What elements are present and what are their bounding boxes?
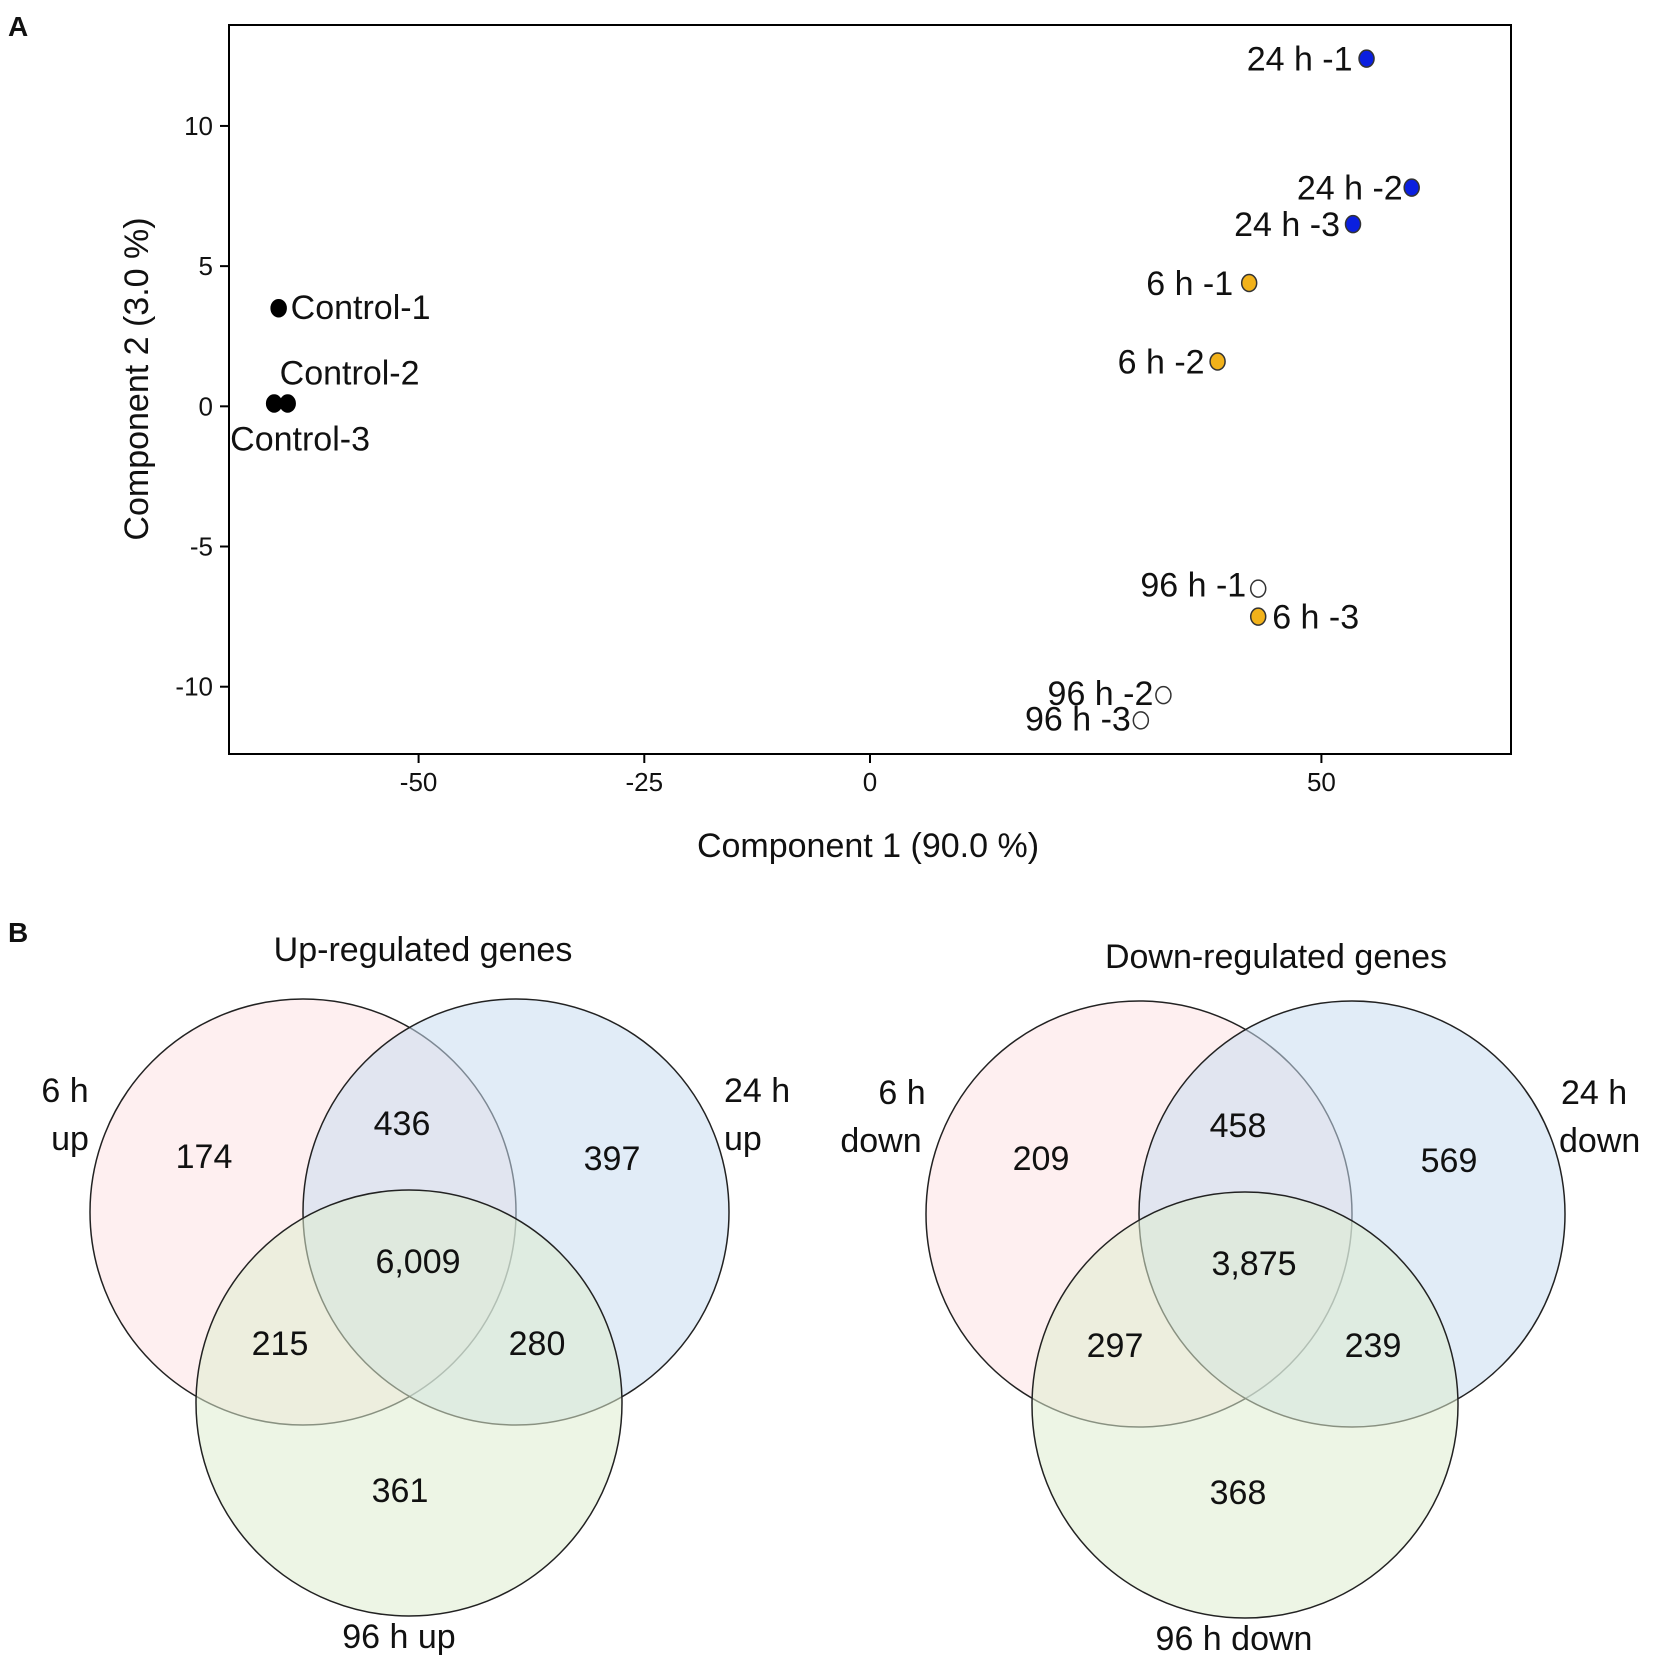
- venn-down-set-24h-line1: 24 h: [1561, 1074, 1627, 1112]
- panel-a-letter: A: [8, 11, 28, 42]
- point-label-24h-3: 24 h -3: [1234, 206, 1340, 244]
- x-axis-title: Component 1 (90.0 %): [697, 827, 1039, 865]
- point-control-3: [265, 394, 283, 413]
- point-label-control-2: Control-2: [280, 355, 420, 393]
- panel-b-letter: B: [8, 917, 28, 948]
- point-24h-2: [1403, 178, 1420, 197]
- point-label-control-3: Control-3: [230, 421, 370, 459]
- y-axis-title: Component 2 (3.0 %): [118, 217, 156, 540]
- venn-up-24h-96h: 280: [509, 1325, 566, 1363]
- venn-down-all: 3,875: [1211, 1245, 1296, 1283]
- point-label-96h-3: 96 h -3: [1025, 700, 1131, 738]
- venn-up-set-24h-line2: up: [724, 1120, 762, 1158]
- point-24h-1: [1358, 49, 1375, 68]
- point-label-96h-2: 96 h -2: [1048, 675, 1154, 713]
- point-label-24h-2: 24 h -2: [1297, 170, 1403, 208]
- x-tick-label: -25: [626, 767, 664, 797]
- venn-down-only-6h: 209: [1013, 1140, 1070, 1178]
- point-6h-3: [1249, 607, 1267, 626]
- venn-up-only-96h: 361: [372, 1472, 429, 1510]
- point-96h-1: [1249, 579, 1267, 598]
- point-label-control-1: Control-1: [291, 289, 431, 327]
- venn-up-set-24h-line1: 24 h: [724, 1072, 790, 1110]
- point-label-6h-1: 6 h -1: [1146, 265, 1233, 303]
- point-96h-2: [1155, 685, 1172, 705]
- y-tick-label: -5: [190, 532, 213, 562]
- venn-up-set-96h: 96 h up: [342, 1618, 455, 1656]
- venn-down-title: Down-regulated genes: [1105, 938, 1447, 976]
- point-24h-3: [1344, 214, 1362, 234]
- venn-down-set-6h-line2: down: [840, 1122, 921, 1160]
- x-tick-label: 0: [863, 767, 877, 797]
- point-label-96h-1: 96 h -1: [1140, 567, 1246, 605]
- venn-down-regulated: Down-regulated genes 6 h down 24 h down …: [840, 938, 1640, 1658]
- venn-up-circle-96h: [195, 1189, 623, 1617]
- venn-down-24h-96h: 239: [1345, 1327, 1402, 1365]
- venn-up-6h-96h: 215: [252, 1325, 309, 1363]
- data-points: Control-1 Control-2 Control-3 24 h -1 24 h -…: [230, 41, 1420, 738]
- point-control-1: [270, 298, 287, 318]
- venn-down-set-24h-line2: down: [1559, 1122, 1640, 1160]
- venn-up-6h-24h: 436: [374, 1105, 431, 1143]
- venn-up-set-6h-line1: 6 h: [41, 1072, 88, 1110]
- point-6h-1: [1240, 273, 1258, 293]
- venn-up-title: Up-regulated genes: [274, 931, 573, 969]
- venn-down-only-96h: 368: [1210, 1474, 1267, 1512]
- venn-down-set-6h-line1: 6 h: [878, 1074, 925, 1112]
- y-tick-label: 0: [199, 391, 213, 421]
- y-tick-label: 10: [184, 111, 213, 141]
- venn-up-regulated: Up-regulated genes 6 h up 24 h up 96 h u…: [41, 931, 790, 1656]
- venn-up-only-6h: 174: [176, 1138, 233, 1176]
- x-tick-label: 50: [1307, 767, 1336, 797]
- point-label-24h-1: 24 h -1: [1247, 41, 1353, 79]
- venn-up-only-24h: 397: [584, 1140, 641, 1178]
- venn-down-circle-96h: [1031, 1191, 1459, 1619]
- venn-down-6h-24h: 458: [1210, 1107, 1267, 1145]
- venn-down-set-96h: 96 h down: [1156, 1620, 1313, 1658]
- y-tick-label: -10: [175, 672, 213, 702]
- y-tick-label: 5: [199, 251, 213, 281]
- point-label-6h-2: 6 h -2: [1118, 343, 1205, 381]
- venn-down-only-24h: 569: [1421, 1142, 1478, 1180]
- x-tick-label: -50: [400, 767, 438, 797]
- point-96h-3: [1132, 711, 1150, 730]
- venn-up-set-6h-line2: up: [51, 1120, 89, 1158]
- point-6h-2: [1209, 352, 1226, 371]
- plot-frame: [228, 24, 1512, 755]
- point-label-6h-3: 6 h -3: [1272, 599, 1359, 637]
- venn-down-6h-96h: 297: [1087, 1327, 1144, 1365]
- venn-up-all: 6,009: [375, 1243, 460, 1281]
- point-control-2: [279, 394, 296, 413]
